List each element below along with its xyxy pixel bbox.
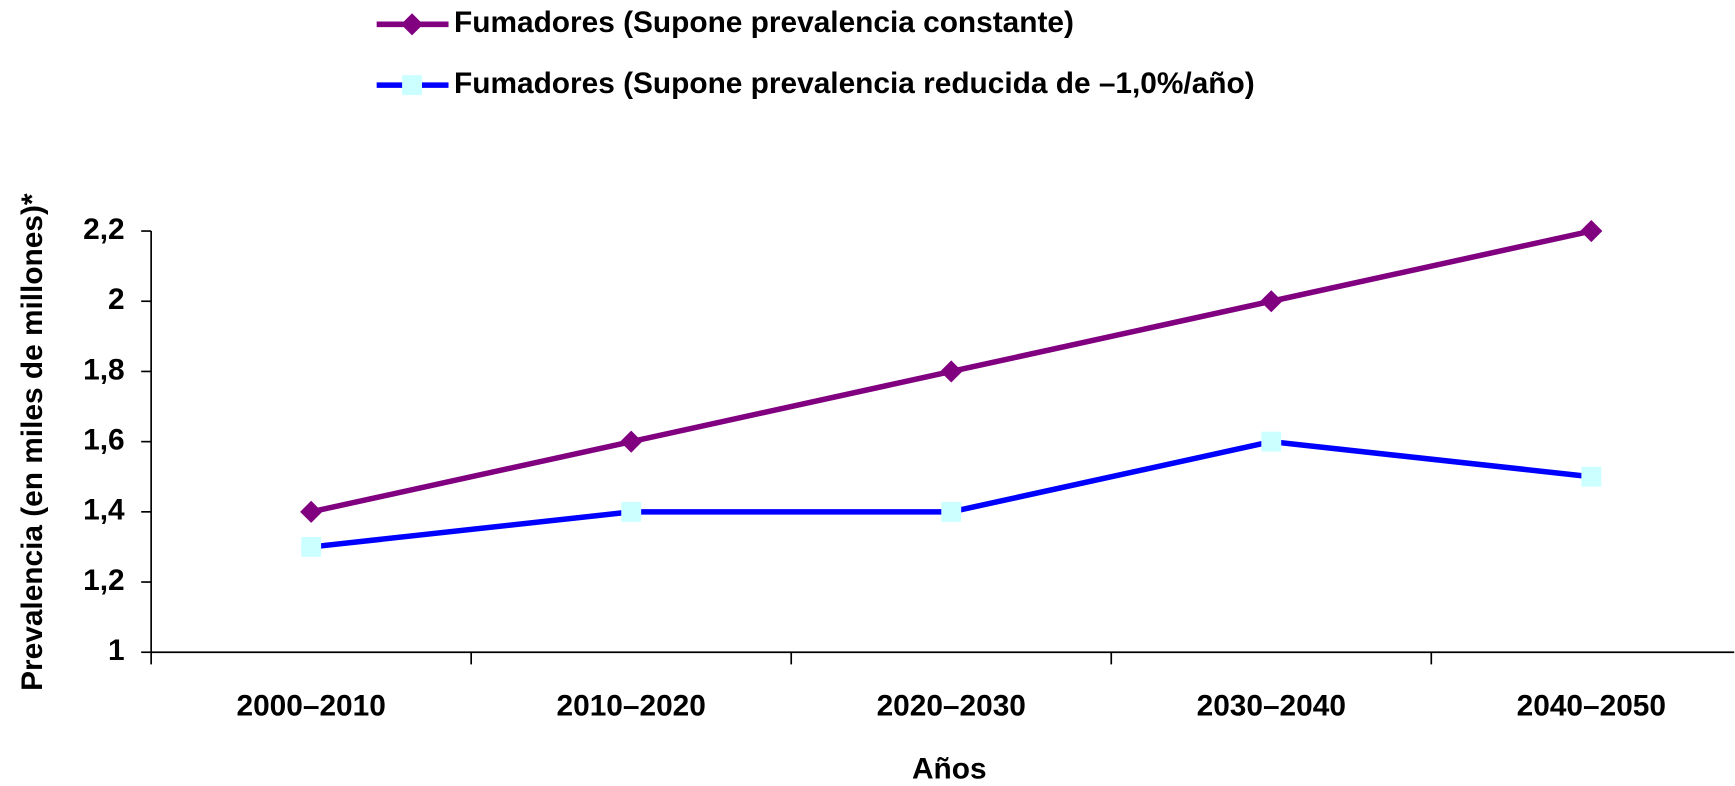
x-axis-title: Años bbox=[912, 752, 987, 785]
line bbox=[310, 438, 1592, 550]
x-tick-label: 2020–2030 bbox=[877, 689, 1026, 722]
x-tick-label: 2040–2050 bbox=[1517, 689, 1666, 722]
marker bbox=[402, 75, 422, 96]
marker bbox=[621, 501, 642, 522]
marker bbox=[1260, 290, 1283, 313]
marker bbox=[940, 360, 963, 383]
y-tick-label: 2,2 bbox=[83, 213, 124, 246]
y-tick-label: 1,6 bbox=[83, 424, 124, 457]
marker bbox=[400, 13, 424, 36]
marker bbox=[1581, 466, 1602, 487]
marker bbox=[1261, 431, 1282, 452]
marker bbox=[300, 500, 323, 523]
y-tick-label: 1,8 bbox=[83, 353, 124, 386]
x-tick-label: 2000–2010 bbox=[237, 689, 386, 722]
y-tick-label: 2 bbox=[108, 283, 125, 316]
marker bbox=[301, 536, 322, 557]
y-tick-label: 1,2 bbox=[83, 564, 124, 597]
x-tick-label: 2010–2020 bbox=[557, 689, 706, 722]
marker bbox=[941, 501, 962, 522]
legend-label: Fumadores (Supone prevalencia constante) bbox=[454, 6, 1074, 39]
legend-label: Fumadores (Supone prevalencia reducida d… bbox=[454, 67, 1255, 100]
marker bbox=[1580, 219, 1603, 243]
y-tick-label: 1 bbox=[108, 634, 125, 667]
y-tick-label: 1,4 bbox=[83, 494, 125, 527]
x-tick-label: 2030–2040 bbox=[1197, 689, 1346, 722]
marker bbox=[620, 430, 643, 453]
y-axis-title: Prevalencia (en miles de millones)* bbox=[16, 193, 49, 691]
